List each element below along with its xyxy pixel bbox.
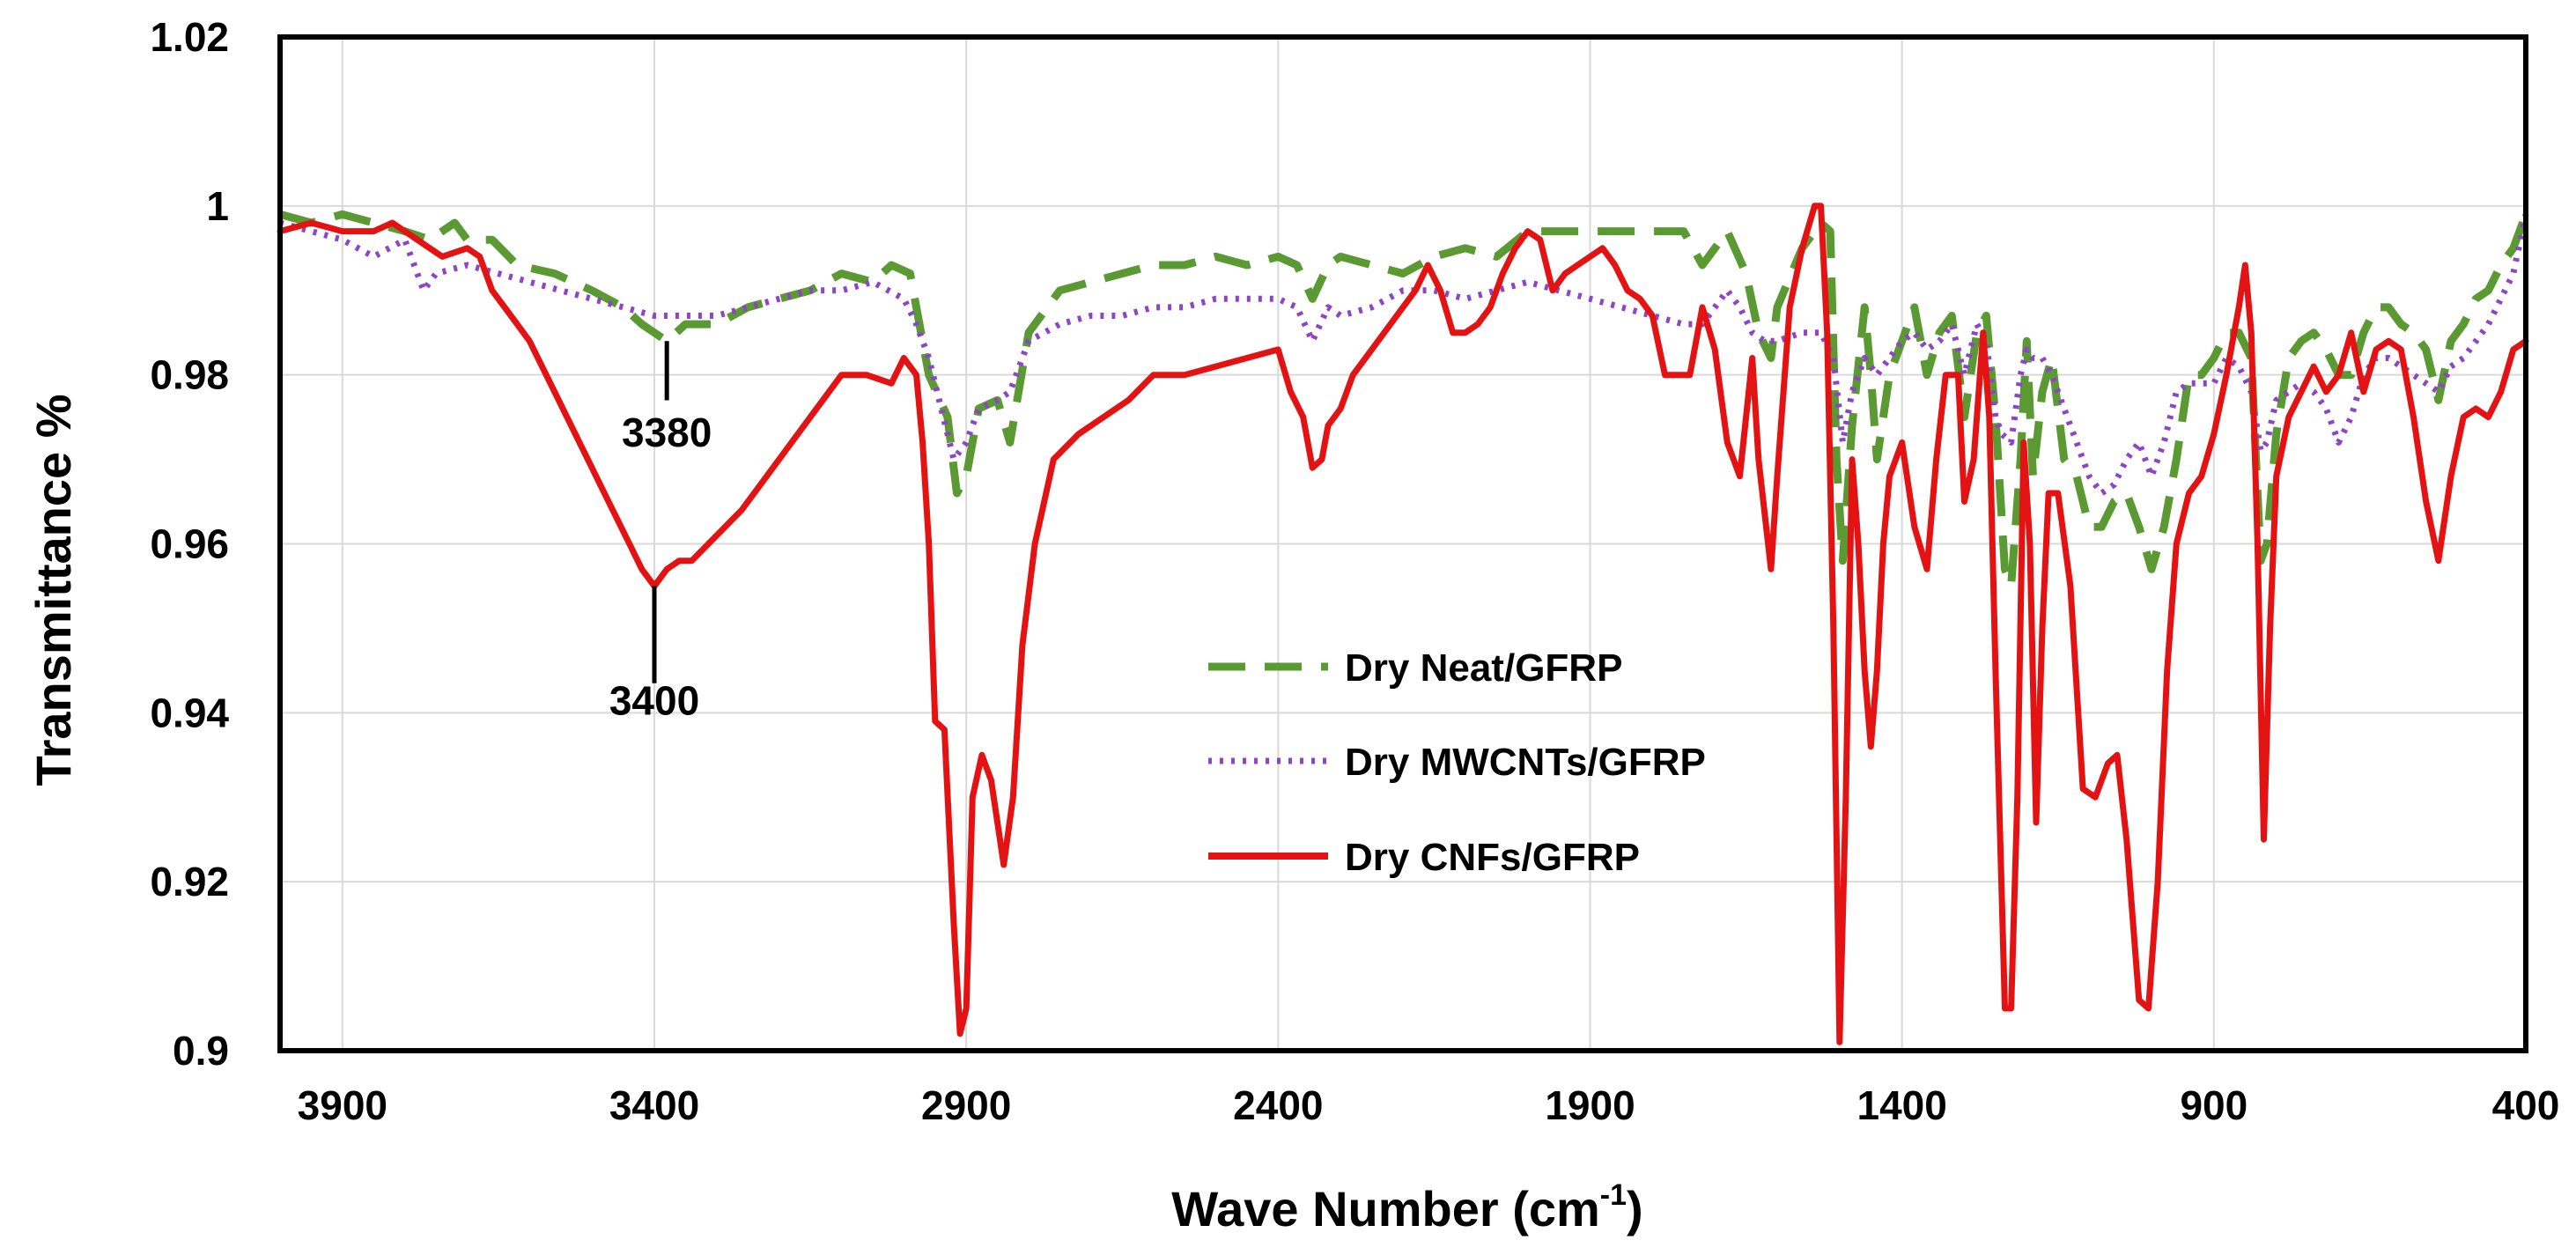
gridlines [280,36,2527,1052]
x-tick-label: 2900 [921,1082,1011,1128]
annotations: 3380 3400 [609,341,712,723]
y-tick-label: 0.94 [150,690,229,735]
y-tick-label: 1 [206,183,229,229]
y-axis-title: Transmittance % [26,394,81,786]
series-line-dry-mwcnts-gfrp [279,213,2529,497]
legend: Dry Neat/GFRP Dry MWCNTs/GFRP Dry CNFs/G… [1208,646,1706,879]
x-axis-title: Wave Number (cm-1) [1171,1178,1642,1237]
x-axis-title-close: ) [1627,1181,1643,1237]
series-line-dry-cnfs-gfrp [277,203,2529,1045]
annotation-label-3400: 3400 [609,677,699,723]
x-axis-title-main: Wave Number (cm [1171,1181,1600,1237]
y-axis-ticks: 0.9 0.92 0.94 0.96 0.98 1 1.02 [150,14,229,1074]
y-tick-label: 1.02 [150,14,229,60]
y-tick-label: 0.98 [150,352,229,398]
series-lines [277,203,2530,1045]
x-tick-label: 400 [2492,1082,2560,1128]
x-axis-ticks: 3900 3400 2900 2400 1900 1400 900 400 [298,1082,2560,1128]
series-line-dry-neat-gfrp [278,210,2530,590]
y-tick-label: 0.96 [150,521,229,567]
plot-frame [277,34,2528,1053]
x-tick-label: 2400 [1233,1082,1323,1128]
legend-label-mwcnts: Dry MWCNTs/GFRP [1345,741,1706,784]
x-tick-label: 900 [2180,1082,2248,1128]
annotation-label-3380: 3380 [622,410,712,455]
x-tick-label: 1400 [1856,1082,1946,1128]
y-tick-label: 0.92 [150,859,229,904]
x-tick-label: 1900 [1545,1082,1635,1128]
legend-label-neat: Dry Neat/GFRP [1345,646,1622,690]
x-tick-label: 3400 [609,1082,699,1128]
x-axis-title-superscript: -1 [1600,1178,1627,1212]
x-tick-label: 3900 [298,1082,388,1128]
y-tick-label: 0.9 [173,1028,229,1074]
legend-label-cnfs: Dry CNFs/GFRP [1345,836,1640,879]
